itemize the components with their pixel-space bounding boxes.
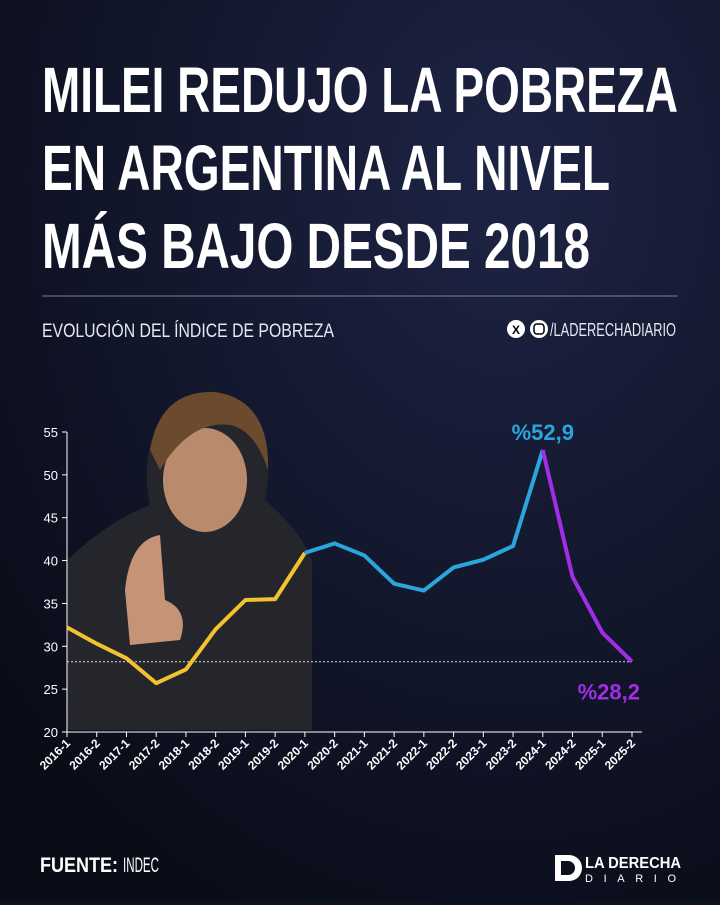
title-line: MILEI REDUJO LA POBREZA	[42, 54, 678, 126]
photo	[67, 391, 312, 730]
y-tick-label: 55	[44, 425, 58, 440]
y-tick-label: 45	[44, 511, 58, 526]
value-label: %52,9	[512, 420, 574, 445]
title-line: MÁS BAJO DESDE 2018	[42, 210, 590, 282]
x-icon	[507, 320, 525, 338]
value-label: %28,2	[578, 680, 640, 705]
handle: /LADERECHADIARIO	[550, 320, 676, 340]
x-icon-glyph: X	[512, 323, 520, 337]
source: INDEC	[123, 854, 159, 877]
y-tick-label: 30	[44, 639, 58, 654]
logo-top: LA DERECHA	[585, 855, 681, 872]
source-label: FUENTE:	[40, 854, 118, 877]
subtitle: EVOLUCIÓN DEL ÍNDICE DE POBREZA	[42, 320, 334, 342]
y-tick-label: 25	[44, 682, 58, 697]
y-tick-label: 35	[44, 596, 58, 611]
y-tick-label: 50	[44, 468, 58, 483]
line-series	[304, 449, 545, 593]
logo-mark	[555, 855, 582, 881]
instagram-glyph	[533, 323, 545, 335]
line-series	[66, 551, 307, 686]
y-tick-label: 20	[44, 725, 58, 740]
y-tick-label: 40	[44, 554, 58, 569]
instagram-icon	[530, 320, 548, 338]
title-line: EN ARGENTINA AL NIVEL	[42, 132, 610, 204]
line-series	[540, 449, 634, 664]
